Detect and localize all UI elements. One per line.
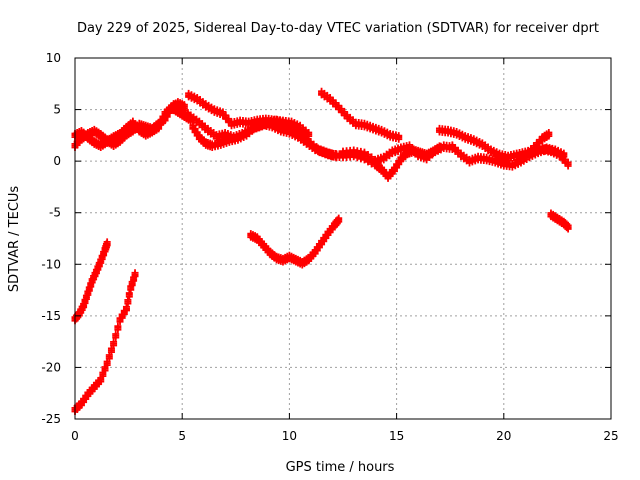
data-point: [128, 281, 136, 289]
y-axis-label: SDTVAR / TECUs: [7, 186, 22, 293]
data-point: [112, 334, 120, 342]
y-tick-label: 10: [46, 51, 61, 65]
data-point: [114, 326, 122, 334]
data-point: [100, 251, 108, 259]
data-point: [335, 218, 343, 226]
axis-ticks: 0 5 10 15 20 25 -25 -20 -15 -10 -5 0 5 10: [41, 51, 618, 443]
data-point: [81, 299, 89, 307]
data-point: [564, 225, 572, 233]
data-point: [560, 153, 568, 161]
series-arc-14: [71, 238, 111, 325]
data-point: [122, 306, 130, 314]
series-arc-5: [185, 89, 313, 140]
data-point: [82, 295, 90, 303]
series-arc-8: [339, 141, 456, 167]
series-arc-11: [521, 129, 553, 162]
series-arc-4: [189, 118, 336, 161]
data-point: [92, 269, 100, 277]
data-point: [125, 293, 133, 301]
x-tick-label: 25: [603, 429, 618, 443]
y-tick-label: -10: [41, 257, 61, 271]
series-arc-15: [71, 269, 139, 416]
series-arc-2: [71, 102, 195, 151]
data-point: [101, 367, 109, 375]
data-point: [80, 303, 88, 311]
x-tick-label: 20: [496, 429, 511, 443]
data-point: [84, 291, 92, 299]
data-point: [97, 259, 105, 267]
data-point: [103, 241, 111, 249]
data-point: [99, 372, 107, 380]
data-point: [87, 283, 95, 291]
data-point: [107, 348, 115, 356]
data-point: [131, 272, 139, 280]
data-point: [124, 300, 132, 308]
y-tick-label: 5: [53, 103, 61, 117]
data-point: [545, 132, 553, 140]
data-point: [95, 262, 103, 270]
data-point: [120, 310, 128, 318]
data-points: [71, 87, 572, 416]
data-point: [157, 120, 165, 128]
y-tick-label: -20: [41, 360, 61, 374]
data-point: [155, 125, 163, 133]
y-tick-label: -25: [41, 412, 61, 426]
data-point: [116, 318, 124, 326]
data-point: [98, 255, 106, 263]
x-tick-label: 0: [71, 429, 79, 443]
data-point: [395, 135, 403, 143]
x-axis-label: GPS time / hours: [286, 460, 395, 475]
data-point: [564, 162, 572, 170]
data-point: [94, 266, 102, 274]
series-arc-6: [318, 87, 403, 143]
series-arc-12: [547, 209, 572, 233]
x-tick-label: 5: [178, 429, 186, 443]
data-point: [85, 287, 93, 295]
data-point: [159, 116, 167, 124]
plot-frame: [74, 57, 612, 420]
y-tick-label: -15: [41, 309, 61, 323]
data-point: [105, 355, 113, 363]
data-point: [103, 361, 111, 369]
data-point: [305, 132, 313, 140]
data-point: [97, 378, 105, 386]
data-point: [118, 314, 126, 322]
data-point: [130, 277, 138, 285]
y-tick-label: 0: [53, 154, 61, 168]
data-point: [110, 342, 118, 350]
chart-title: Day 229 of 2025, Sidereal Day-to-day VTE…: [77, 21, 599, 36]
x-tick-label: 10: [282, 429, 297, 443]
x-tick-label: 15: [389, 429, 404, 443]
series-arc-13: [247, 214, 343, 269]
y-tick-label: -5: [49, 206, 61, 220]
data-point: [127, 286, 135, 294]
